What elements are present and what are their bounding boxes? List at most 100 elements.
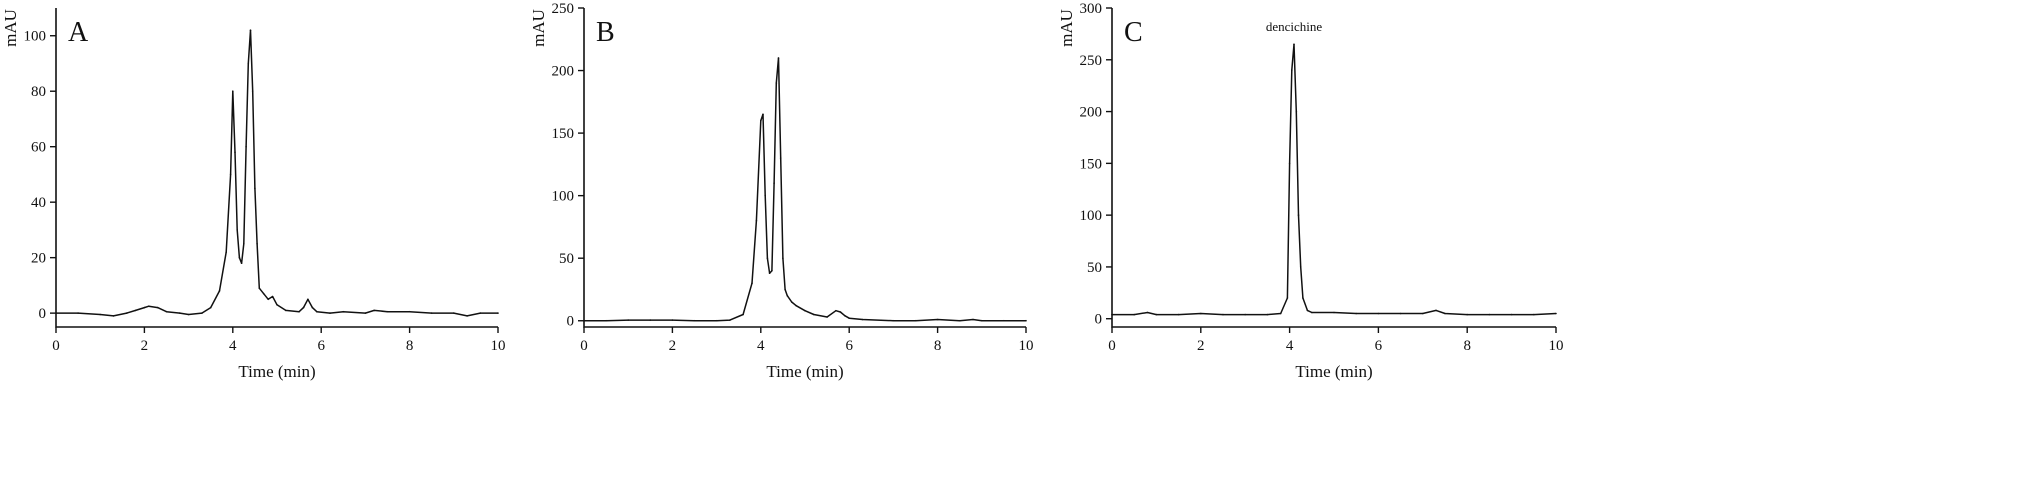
data-point	[1288, 162, 1291, 165]
data-point	[165, 310, 168, 313]
data-point	[764, 194, 766, 197]
chromatogram-trace	[1112, 43, 1557, 316]
data-point	[55, 312, 57, 314]
data-point	[249, 29, 252, 32]
data-point	[1510, 313, 1513, 316]
data-point	[247, 62, 250, 65]
data-point	[742, 313, 744, 316]
data-point	[1155, 313, 1158, 316]
data-point	[408, 310, 411, 313]
y-tick-label: 200	[1080, 105, 1103, 121]
data-point	[762, 113, 764, 116]
data-point	[497, 312, 499, 314]
data-point	[234, 151, 236, 153]
data-point	[243, 243, 245, 245]
x-tick-label: 2	[1197, 338, 1205, 354]
data-point	[77, 312, 79, 314]
data-point	[254, 187, 256, 190]
x-tick-label: 0	[52, 338, 60, 354]
data-point	[981, 319, 983, 322]
y-tick-label: 200	[552, 64, 575, 80]
panel-label: C	[1124, 17, 1143, 48]
y-tick-label: 250	[552, 1, 575, 17]
data-point	[232, 90, 234, 92]
data-point	[1444, 312, 1446, 315]
data-point	[755, 219, 758, 222]
data-point	[892, 319, 895, 322]
data-point	[1355, 312, 1357, 315]
x-tick-label: 0	[580, 338, 588, 354]
y-tick-label: 250	[1080, 53, 1103, 69]
data-point	[693, 319, 696, 322]
data-point	[179, 312, 181, 314]
x-tick-label: 10	[491, 338, 506, 354]
panel-label: B	[596, 17, 615, 48]
data-point	[285, 309, 287, 312]
data-point	[848, 317, 850, 320]
data-point	[715, 319, 718, 322]
y-tick-label: 150	[1080, 156, 1103, 172]
data-point	[1435, 309, 1437, 312]
y-axis-label: mAU	[1057, 9, 1076, 47]
data-point	[1279, 312, 1282, 315]
x-axis-label: Time (min)	[1295, 362, 1372, 381]
data-point	[751, 282, 753, 285]
data-point	[143, 306, 146, 309]
data-point	[311, 306, 314, 309]
data-point	[1111, 313, 1113, 316]
x-axis-label: Time (min)	[766, 362, 843, 381]
x-tick-label: 8	[1463, 338, 1471, 354]
data-point	[1003, 319, 1005, 322]
data-point	[245, 145, 247, 148]
data-point	[1399, 312, 1402, 315]
data-point	[583, 319, 585, 322]
data-point	[1266, 313, 1269, 316]
data-point	[1025, 319, 1027, 322]
x-axis-label: Time (min)	[238, 362, 315, 381]
data-point	[240, 262, 243, 265]
data-point	[134, 309, 137, 312]
data-point	[229, 173, 232, 176]
y-tick-label: 100	[552, 189, 575, 205]
data-point	[972, 318, 974, 321]
data-point	[784, 288, 786, 291]
data-point	[1299, 266, 1302, 268]
data-point	[773, 182, 775, 184]
data-point	[238, 256, 241, 259]
axis-frame	[55, 8, 498, 328]
data-point	[729, 319, 731, 321]
x-tick-label: 4	[757, 338, 765, 354]
data-point	[256, 243, 258, 245]
data-point	[201, 312, 203, 314]
data-point	[1177, 313, 1180, 316]
data-point	[187, 313, 190, 316]
data-point	[768, 272, 771, 275]
y-tick-label: 0	[1095, 312, 1103, 328]
data-point	[1200, 312, 1202, 315]
data-point	[156, 306, 159, 309]
data-point	[760, 119, 762, 122]
data-point	[605, 319, 607, 322]
data-point	[779, 157, 782, 159]
data-point	[1377, 312, 1380, 315]
x-tick-label: 6	[845, 338, 853, 354]
data-point	[1311, 311, 1313, 314]
data-point	[1422, 312, 1424, 315]
data-point	[1244, 313, 1246, 316]
data-point	[302, 306, 305, 309]
data-point	[914, 319, 917, 322]
data-point	[804, 309, 806, 312]
data-point	[1488, 313, 1491, 316]
y-tick-label: 60	[31, 140, 46, 156]
data-point	[218, 290, 221, 292]
y-tick-label: 150	[552, 126, 575, 142]
panel-label: A	[68, 17, 89, 48]
data-point	[364, 312, 367, 314]
data-point	[1533, 313, 1535, 316]
data-point	[267, 298, 270, 301]
data-point	[307, 298, 309, 301]
